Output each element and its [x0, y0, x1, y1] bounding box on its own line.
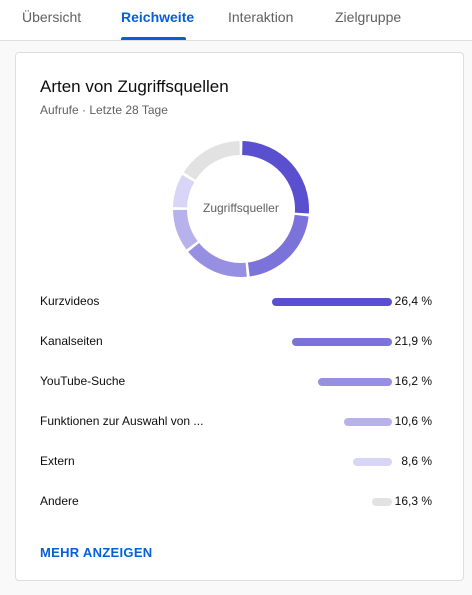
traffic-source-bar	[292, 338, 392, 346]
donut-slice-4[interactable]	[173, 209, 198, 250]
traffic-source-percentage: 26,4 %	[394, 294, 432, 308]
traffic-source-row-kanalseiten: Kanalseiten 21,9 %	[40, 332, 440, 352]
traffic-source-row-kurzvideos: Kurzvideos 26,4 %	[40, 292, 440, 312]
traffic-source-label: Extern	[40, 454, 75, 468]
traffic-source-percentage: 16,2 %	[394, 374, 432, 388]
tab-audience[interactable]: Zielgruppe	[335, 9, 402, 25]
active-tab-indicator	[121, 37, 186, 40]
traffic-source-label: YouTube-Suche	[40, 374, 126, 388]
donut-slice-1[interactable]	[242, 141, 309, 214]
donut-slice-6[interactable]	[183, 141, 240, 180]
traffic-source-row-funktionen-zur-auswahl-von: Funktionen zur Auswahl von ... 10,6 %	[40, 412, 440, 432]
traffic-source-row-youtube-suche: YouTube-Suche 16,2 %	[40, 372, 440, 392]
traffic-source-row-extern: Extern 8,6 %	[40, 452, 440, 472]
tab-reach[interactable]: Reichweite	[121, 9, 195, 25]
traffic-source-donut-chart	[173, 141, 309, 277]
traffic-source-percentage: 8,6 %	[401, 454, 432, 468]
traffic-source-percentage: 16,3 %	[394, 494, 432, 508]
traffic-source-label: Funktionen zur Auswahl von ...	[40, 414, 204, 428]
traffic-source-label: Kurzvideos	[40, 294, 100, 308]
donut-center-label: Zugriffsquellen	[203, 201, 279, 215]
traffic-source-types-card: Arten von Zugriffsquellen Aufrufe · Letz…	[15, 52, 464, 581]
traffic-source-bar	[318, 378, 392, 386]
card-subtitle: Aufrufe · Letzte 28 Tage	[40, 103, 168, 117]
donut-slice-5[interactable]	[173, 174, 195, 208]
tab-overview[interactable]: Übersicht	[22, 9, 82, 25]
traffic-source-bar	[272, 298, 392, 306]
traffic-source-label: Andere	[40, 494, 79, 508]
traffic-source-bar	[372, 498, 392, 506]
donut-slice-3[interactable]	[188, 243, 247, 277]
traffic-source-percentage: 21,9 %	[394, 334, 432, 348]
show-more-button[interactable]: MEHR ANZEIGEN	[40, 545, 153, 560]
card-title: Arten von Zugriffsquellen	[40, 77, 229, 96]
traffic-source-bar	[353, 458, 392, 466]
traffic-source-percentage: 10,6 %	[394, 414, 432, 428]
traffic-source-label: Kanalseiten	[40, 334, 103, 348]
tab-bar: Übersicht Reichweite Interaktion Zielgru…	[0, 0, 472, 41]
traffic-source-row-andere: Andere 16,3 %	[40, 492, 440, 512]
donut-slice-2[interactable]	[247, 214, 309, 277]
traffic-source-bar	[344, 418, 392, 426]
tab-interaction[interactable]: Interaktion	[228, 9, 294, 25]
